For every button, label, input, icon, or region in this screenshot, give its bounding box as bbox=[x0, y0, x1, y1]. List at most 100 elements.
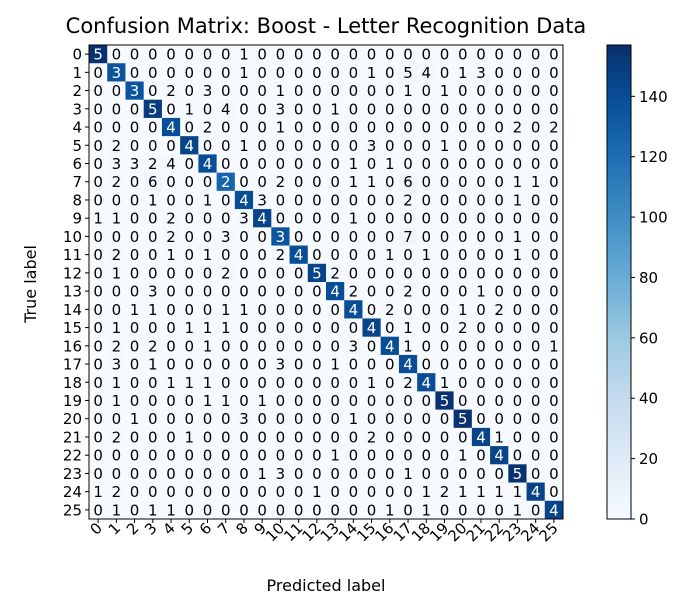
heatmap-cell bbox=[435, 318, 455, 338]
cell-value-label: 0 bbox=[531, 100, 541, 118]
cell-value-label: 0 bbox=[166, 191, 176, 209]
cell-value-label: 0 bbox=[312, 137, 322, 155]
cell-value-label: 0 bbox=[367, 155, 377, 173]
heatmap-cell bbox=[453, 45, 473, 64]
heatmap-cell bbox=[344, 336, 363, 356]
heatmap-cell bbox=[417, 81, 436, 101]
cell-value-label: 0 bbox=[257, 410, 267, 428]
cell-value-label: 3 bbox=[112, 356, 122, 374]
cell-value-label: 0 bbox=[130, 246, 140, 264]
heatmap-cell bbox=[508, 263, 527, 283]
heatmap-cell bbox=[398, 81, 418, 101]
cell-value-label: 0 bbox=[184, 64, 194, 82]
heatmap-cell bbox=[508, 500, 527, 520]
cell-value-label: 0 bbox=[312, 319, 322, 337]
cell-value-label: 0 bbox=[367, 191, 377, 209]
heatmap-cell bbox=[234, 464, 254, 483]
heatmap-cell bbox=[216, 427, 236, 447]
cell-value-label: 0 bbox=[130, 119, 140, 137]
cell-value-label: 0 bbox=[294, 447, 304, 465]
heatmap-cell bbox=[307, 117, 327, 137]
heatmap-cell bbox=[161, 300, 181, 319]
cell-value-label: 0 bbox=[221, 483, 231, 501]
cell-value-label: 0 bbox=[112, 465, 122, 483]
heatmap-cell bbox=[398, 190, 418, 210]
heatmap-cell bbox=[398, 427, 418, 447]
heatmap-cell bbox=[544, 446, 564, 465]
heatmap-cell bbox=[380, 318, 400, 338]
cell-value-label: 0 bbox=[166, 356, 176, 374]
cell-value-label: 0 bbox=[458, 428, 468, 446]
heatmap-cell bbox=[180, 154, 199, 174]
cell-value-label: 0 bbox=[184, 337, 194, 355]
heatmap-cell bbox=[234, 318, 254, 338]
heatmap-cell bbox=[161, 354, 181, 374]
cell-value-label: 0 bbox=[203, 228, 213, 246]
cell-value-label: 3 bbox=[130, 82, 140, 100]
cell-value-label: 1 bbox=[112, 501, 122, 519]
heatmap-cell bbox=[526, 409, 546, 429]
heatmap-cell bbox=[271, 154, 290, 174]
heatmap-cell bbox=[180, 373, 199, 392]
cell-value-label: 0 bbox=[93, 410, 103, 428]
heatmap-cell bbox=[398, 464, 418, 483]
heatmap-cell bbox=[234, 427, 254, 447]
cell-value-label: 0 bbox=[184, 483, 194, 501]
cell-value-label: 0 bbox=[421, 465, 431, 483]
cell-value-label: 0 bbox=[330, 210, 340, 228]
heatmap-cell bbox=[526, 300, 546, 319]
cell-value-label: 0 bbox=[367, 356, 377, 374]
heatmap-cell bbox=[526, 427, 546, 447]
cell-value-label: 4 bbox=[549, 501, 559, 519]
heatmap-cell bbox=[544, 117, 564, 137]
cell-value-label: 0 bbox=[239, 392, 249, 410]
cell-value-label: 0 bbox=[257, 246, 267, 264]
heatmap-cell bbox=[326, 154, 345, 174]
heatmap-cell bbox=[234, 482, 254, 502]
cell-value-label: 0 bbox=[294, 46, 304, 64]
cell-value-label: 0 bbox=[549, 173, 559, 191]
cell-value-label: 0 bbox=[421, 319, 431, 337]
heatmap-cell bbox=[216, 45, 236, 64]
heatmap-cell bbox=[89, 500, 108, 520]
heatmap-cell bbox=[362, 45, 382, 64]
heatmap-cell bbox=[398, 282, 418, 301]
cell-value-label: 0 bbox=[349, 374, 359, 392]
heatmap-cell bbox=[125, 464, 145, 483]
cell-value-label: 0 bbox=[349, 356, 359, 374]
cell-value-label: 0 bbox=[312, 155, 322, 173]
cell-value-label: 1 bbox=[221, 319, 231, 337]
cell-value-label: 0 bbox=[440, 301, 450, 319]
cell-value-label: 1 bbox=[166, 374, 176, 392]
cell-value-label: 0 bbox=[221, 356, 231, 374]
heatmap-cell bbox=[417, 190, 436, 210]
heatmap-cell bbox=[161, 427, 181, 447]
y-tick-label: 13 bbox=[63, 283, 82, 301]
cell-value-label: 0 bbox=[203, 301, 213, 319]
y-tick-label: 4 bbox=[72, 119, 82, 137]
heatmap-cell bbox=[380, 245, 400, 265]
heatmap-cell bbox=[180, 117, 199, 137]
heatmap-cell bbox=[107, 263, 126, 283]
heatmap-cell bbox=[307, 464, 327, 483]
cell-value-label: 0 bbox=[476, 137, 486, 155]
cell-value-label: 1 bbox=[93, 210, 103, 228]
cell-value-label: 0 bbox=[221, 64, 231, 82]
cell-value-label: 1 bbox=[257, 392, 267, 410]
cell-value-label: 1 bbox=[513, 191, 523, 209]
heatmap-cell bbox=[435, 154, 455, 174]
heatmap-cell bbox=[417, 263, 436, 283]
heatmap-cell bbox=[307, 427, 327, 447]
heatmap-cell bbox=[198, 354, 218, 374]
cell-value-label: 2 bbox=[166, 82, 176, 100]
cell-value-label: 4 bbox=[239, 191, 249, 209]
heatmap-cell bbox=[453, 81, 473, 101]
cell-value-label: 0 bbox=[276, 374, 286, 392]
cell-value-label: 0 bbox=[531, 246, 541, 264]
heatmap-cell bbox=[435, 336, 455, 356]
cell-value-label: 0 bbox=[458, 191, 468, 209]
cell-value-label: 0 bbox=[531, 319, 541, 337]
cell-value-label: 1 bbox=[166, 501, 176, 519]
heatmap-cell bbox=[253, 227, 272, 246]
cell-value-label: 0 bbox=[312, 392, 322, 410]
